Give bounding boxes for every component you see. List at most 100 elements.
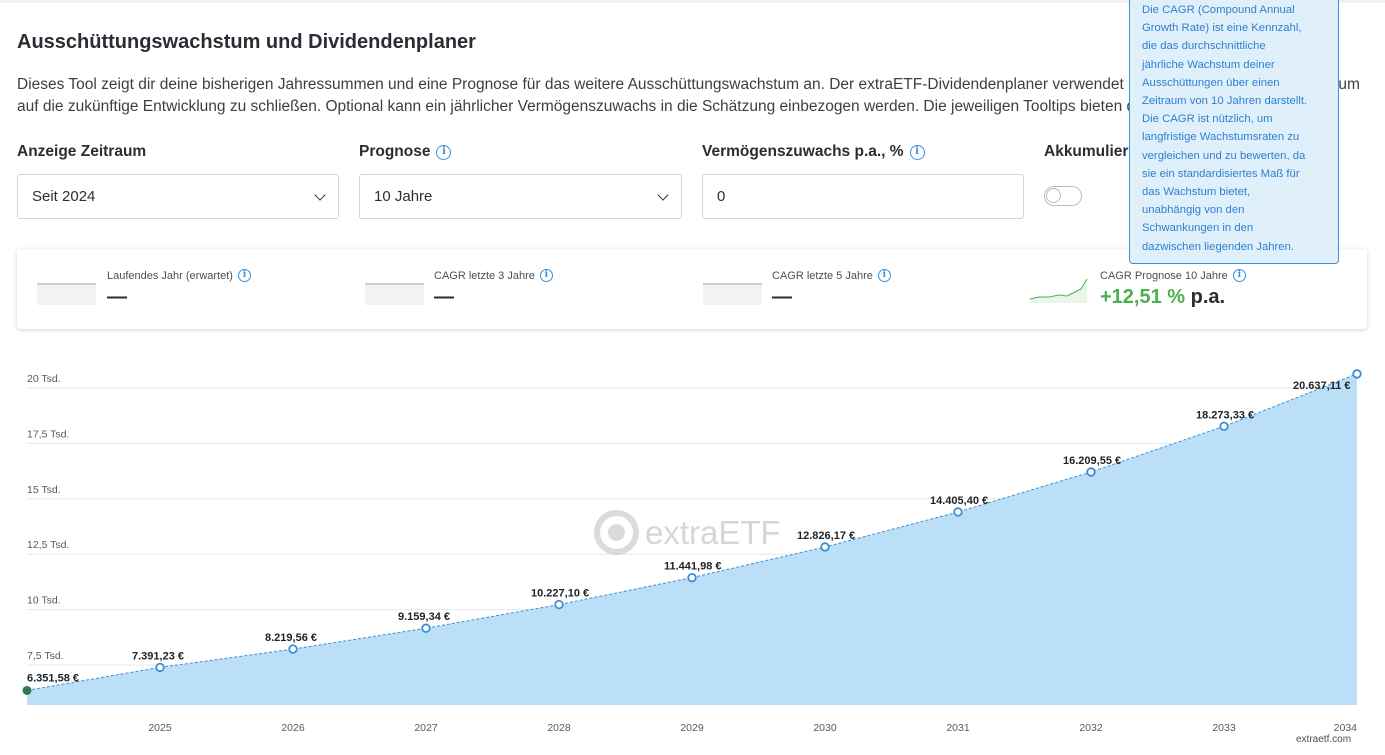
cagr-forecast-value: +12,51 % xyxy=(1100,286,1186,308)
dividend-chart: 7,5 Tsd. 10 Tsd. 12,5 Tsd. 15 Tsd. 17,5 Tsd.… xyxy=(0,360,1385,755)
prognose-label: Prognose i xyxy=(359,143,452,161)
x-tick-label: 2032 xyxy=(1079,722,1103,734)
zeitraum-label: Anzeige Zeitraum xyxy=(17,143,146,161)
stat-value: +12,51 % p.a. xyxy=(1100,286,1225,309)
sparkline xyxy=(1029,278,1088,303)
akkumulieren-label-text: Akkumulieren xyxy=(1044,143,1147,160)
extraetf-logo xyxy=(594,510,639,555)
tooltip-text: Die CAGR (Compound Annual Growth Rate) is… xyxy=(1142,1,1326,256)
x-tick-label: 2031 xyxy=(946,722,970,734)
x-tick-label: 2025 xyxy=(148,722,172,734)
stat-value: — xyxy=(107,286,127,308)
info-icon[interactable]: i xyxy=(436,144,452,160)
zuwachs-label: Vermögenszuwachs p.a., % i xyxy=(702,143,925,161)
y-tick-label: 17,5 Tsd. xyxy=(27,428,69,440)
data-label: 16.209,55 € xyxy=(1063,455,1121,467)
data-label: 18.273,33 € xyxy=(1196,409,1254,421)
x-tick-label: 2026 xyxy=(281,722,305,734)
tooltip-line: Zeitraum von 10 Jahren darstellt. xyxy=(1142,95,1308,108)
stat-cagr-forecast: CAGR Prognose 10 Jahre i +12,51 % p.a. xyxy=(1027,249,1367,329)
data-point xyxy=(421,623,431,633)
x-tick-label: 2028 xyxy=(547,722,571,734)
tooltip-line: sie ein standardisiertes Maß für xyxy=(1142,167,1300,180)
info-icon[interactable]: i xyxy=(237,269,251,282)
chart-svg: 7,5 Tsd. 10 Tsd. 12,5 Tsd. 15 Tsd. 17,5 Tsd.… xyxy=(22,369,1362,734)
data-point xyxy=(288,644,298,654)
y-tick-label: 15 Tsd. xyxy=(27,484,61,496)
y-tick-label: 12,5 Tsd. xyxy=(27,539,69,551)
x-tick-label: 2027 xyxy=(414,722,438,734)
zeitraum-label-text: Anzeige Zeitraum xyxy=(17,143,147,160)
data-point xyxy=(1086,467,1096,477)
intro-line-2: auf die zukünftige Entwicklung zu schlie… xyxy=(17,98,1302,115)
chevron-down-icon xyxy=(314,188,326,201)
stat-label: Laufendes Jahr (erwartet) i xyxy=(107,269,251,282)
tooltip-line: Ausschüttungen über einen xyxy=(1142,76,1280,89)
stats-card: Laufendes Jahr (erwartet) i — CAGR letzt… xyxy=(17,249,1367,329)
stat-label-text: CAGR letzte 3 Jahre xyxy=(434,269,535,282)
tooltip-line: die das durchschnittliche xyxy=(1142,40,1266,53)
data-point xyxy=(1219,421,1229,431)
data-label: 14.405,40 € xyxy=(930,495,988,507)
tooltip-line: dazwischen liegenden Jahren. xyxy=(1142,240,1294,253)
data-point xyxy=(554,599,564,610)
data-label: 9.159,34 € xyxy=(398,611,450,623)
x-tick-label: 2033 xyxy=(1212,722,1236,734)
sparkline-placeholder xyxy=(365,283,424,305)
y-tick-label: 10 Tsd. xyxy=(27,595,61,607)
zuwachs-input[interactable]: 0 xyxy=(702,174,1024,219)
data-point xyxy=(1352,369,1362,379)
sparkline-placeholder xyxy=(703,283,762,305)
zuwachs-value: 0 xyxy=(717,188,726,205)
toggle-knob xyxy=(1046,188,1061,203)
info-icon[interactable]: i xyxy=(877,269,891,282)
tooltip-line: Die CAGR ist nützlich, um xyxy=(1142,113,1273,126)
chevron-down-icon xyxy=(657,188,669,201)
tooltip-line: Growth Rate) ist eine Kennzahl, xyxy=(1142,22,1302,35)
tooltip-line: unabhängig von den xyxy=(1142,204,1245,217)
tooltip-line: Schwankungen in den xyxy=(1142,222,1254,235)
stat-label-text: Laufendes Jahr (erwartet) xyxy=(107,269,233,282)
stat-label: CAGR letzte 5 Jahre i xyxy=(772,269,891,282)
stat-value: — xyxy=(434,286,454,308)
prognose-value: 10 Jahre xyxy=(374,188,433,205)
akkumulieren-toggle[interactable] xyxy=(1044,186,1082,206)
stat-label: CAGR Prognose 10 Jahre i xyxy=(1100,269,1246,282)
prognose-label-text: Prognose xyxy=(359,143,431,160)
watermark-text: extraETF xyxy=(645,513,781,551)
zeitraum-select[interactable]: Seit 2024 xyxy=(17,174,339,219)
chart-credit: extraetf.com xyxy=(1296,734,1352,745)
data-point xyxy=(687,572,697,583)
prognose-select[interactable]: 10 Jahre xyxy=(359,174,682,219)
tooltip-line: langfristige Wachstumsraten zu xyxy=(1142,131,1300,144)
cagr-tooltip: Die CAGR (Compound Annual Growth Rate) is… xyxy=(1129,0,1339,264)
x-tick-label: 2034 xyxy=(1334,722,1358,734)
y-tick-label: 7,5 Tsd. xyxy=(27,650,64,662)
y-tick-label: 20 Tsd. xyxy=(27,373,61,385)
akkumulieren-label: Akkumulieren xyxy=(1044,143,1147,161)
data-label: 7.391,23 € xyxy=(132,650,184,662)
data-point xyxy=(820,542,830,552)
sparkline-placeholder xyxy=(37,283,96,305)
data-label: 10.227,10 € xyxy=(531,588,589,600)
data-label: 20.637,11 € xyxy=(1293,380,1351,392)
zuwachs-label-text: Vermögenszuwachs p.a., % xyxy=(702,143,904,160)
intro-line-1: Dieses Tool zeigt dir deine bisherigen J… xyxy=(17,76,1360,93)
stat-label-text: CAGR letzte 5 Jahre xyxy=(772,269,873,282)
data-point xyxy=(953,507,963,517)
data-point xyxy=(155,662,165,673)
stat-cagr-5y: CAGR letzte 5 Jahre i — xyxy=(697,249,1027,329)
tooltip-line: Die CAGR (Compound Annual xyxy=(1142,4,1295,16)
top-border xyxy=(0,0,1385,3)
info-icon[interactable]: i xyxy=(1232,269,1246,282)
data-label: 11.441,98 € xyxy=(664,561,722,573)
stat-cagr-3y: CAGR letzte 3 Jahre i — xyxy=(357,249,697,329)
tooltip-line: jährliche Wachstum deiner xyxy=(1142,58,1275,71)
stat-label: CAGR letzte 3 Jahre i xyxy=(434,269,553,282)
zeitraum-value: Seit 2024 xyxy=(32,188,96,205)
area-fill xyxy=(27,373,1357,705)
info-icon[interactable]: i xyxy=(909,144,925,160)
info-icon[interactable]: i xyxy=(539,269,553,282)
x-tick-label: 2029 xyxy=(680,722,704,734)
x-tick-label: 2030 xyxy=(813,722,837,734)
